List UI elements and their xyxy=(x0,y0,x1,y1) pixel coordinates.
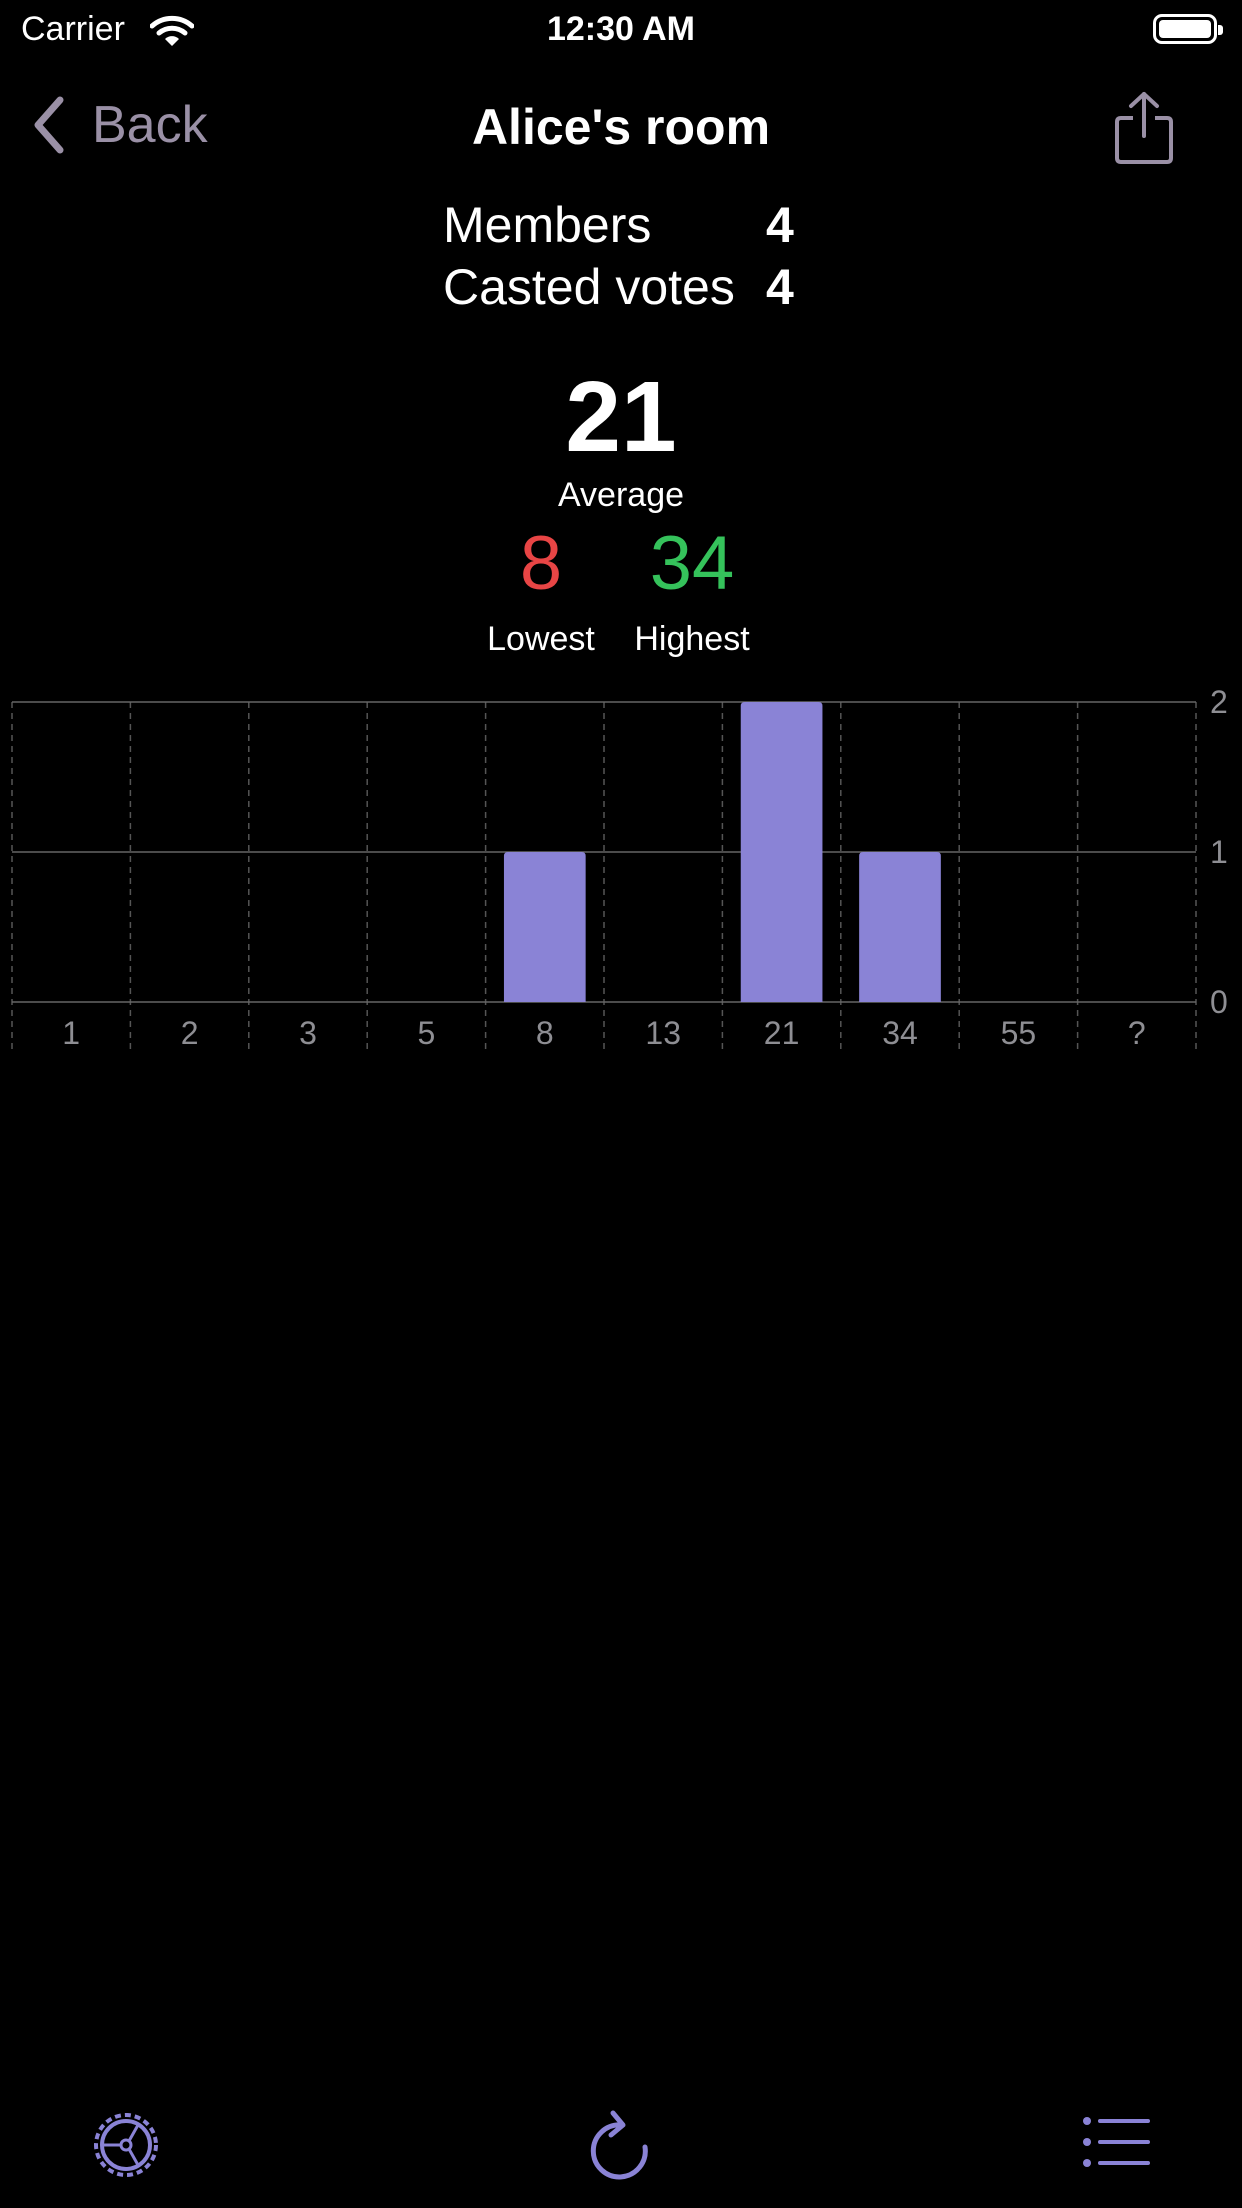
lowest-label: Lowest xyxy=(487,620,595,658)
refresh-button[interactable] xyxy=(585,2107,657,2188)
x-tick-label: 21 xyxy=(764,1015,800,1051)
settings-button[interactable] xyxy=(88,2107,164,2188)
list-icon xyxy=(1083,2117,1150,2167)
x-tick-label: ? xyxy=(1128,1015,1146,1051)
x-tick-label: 5 xyxy=(418,1015,436,1051)
chart-bar xyxy=(859,852,941,1002)
highest-value: 34 xyxy=(649,521,735,606)
x-tick-label: 55 xyxy=(1001,1015,1037,1051)
chevron-left-icon xyxy=(34,96,64,154)
x-tick-label: 8 xyxy=(536,1015,554,1051)
chart-bar xyxy=(740,702,823,1002)
page-title: Alice's room xyxy=(471,99,771,155)
share-icon xyxy=(1115,92,1173,164)
wifi-icon xyxy=(149,14,195,53)
carrier-label: Carrier xyxy=(21,10,125,48)
back-button[interactable]: Back xyxy=(32,90,208,160)
average-value: 21 xyxy=(565,361,677,473)
y-tick-label: 0 xyxy=(1210,984,1228,1020)
x-tick-label: 34 xyxy=(882,1015,918,1051)
back-label: Back xyxy=(92,96,208,154)
x-tick-label: 2 xyxy=(181,1015,199,1051)
highest-label: Highest xyxy=(634,620,750,658)
x-tick-label: 1 xyxy=(62,1015,80,1051)
y-tick-label: 1 xyxy=(1210,834,1228,870)
y-tick-label: 2 xyxy=(1210,690,1228,720)
members-value: 4 xyxy=(766,197,794,253)
share-button[interactable] xyxy=(1113,90,1175,171)
settings-icon xyxy=(94,2113,158,2177)
battery-icon xyxy=(1153,14,1223,44)
list-button[interactable] xyxy=(1082,2115,1152,2174)
members-label: Members xyxy=(443,197,652,253)
x-tick-label: 3 xyxy=(299,1015,317,1051)
lowest-value: 8 xyxy=(519,521,563,606)
casted-votes-value: 4 xyxy=(766,259,794,315)
refresh-icon xyxy=(590,2110,648,2180)
casted-votes-label: Casted votes xyxy=(443,259,735,315)
clock: 12:30 AM xyxy=(546,10,696,48)
average-label: Average xyxy=(557,476,685,514)
x-tick-label: 13 xyxy=(645,1015,681,1051)
chart-bar xyxy=(503,852,586,1002)
